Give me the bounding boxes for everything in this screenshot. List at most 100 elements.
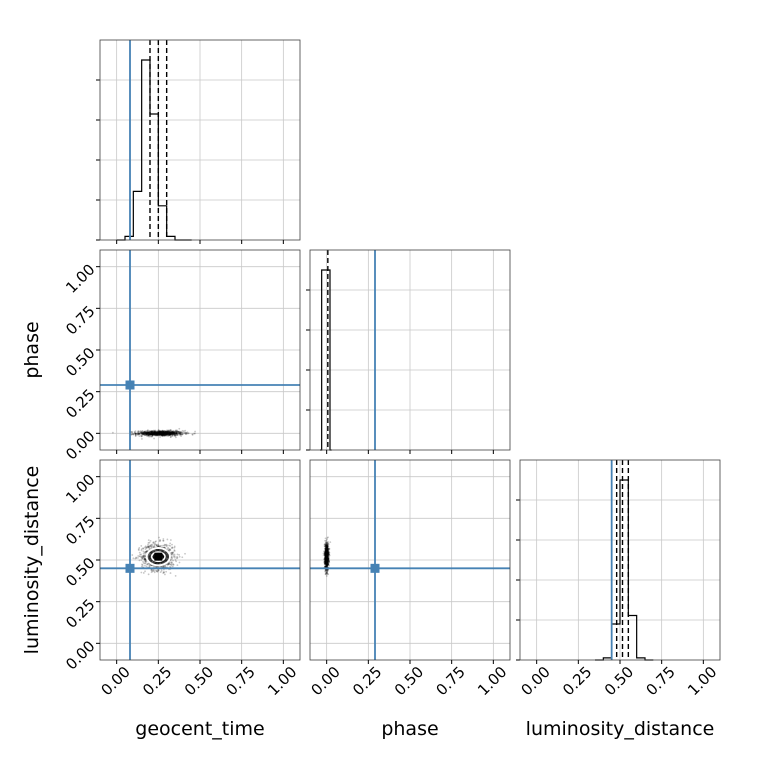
sample-point [166, 544, 168, 547]
sample-point [157, 568, 160, 571]
histogram-panel-luminosity_distance [516, 459, 721, 661]
sample-point [173, 434, 176, 437]
sample-point [172, 563, 175, 566]
sample-point [142, 433, 144, 436]
sample-point [136, 433, 139, 436]
sample-point [172, 563, 175, 566]
sample-point [144, 555, 146, 558]
sample-point [141, 557, 144, 560]
sample-point [324, 545, 327, 548]
sample-point [169, 436, 172, 439]
sample-point [169, 544, 172, 547]
sample-point [138, 432, 140, 435]
sample-point [171, 557, 173, 560]
sample-point [176, 433, 178, 436]
sample-point [131, 433, 134, 436]
sample-point [177, 433, 179, 436]
sample-point [194, 432, 196, 435]
sample-point [323, 550, 325, 553]
sample-point [325, 545, 327, 548]
sample-point [328, 548, 331, 550]
y-tick-label: 0.75 [62, 302, 98, 338]
sample-point [140, 434, 142, 437]
sample-point [170, 559, 172, 561]
sample-point [159, 539, 162, 542]
sample-point [173, 546, 176, 549]
sample-point [169, 429, 172, 432]
sample-point [325, 569, 328, 571]
sample-point [176, 430, 179, 433]
sample-point [168, 544, 170, 547]
y-tick-label: 1.00 [62, 470, 98, 506]
sample-point [141, 431, 144, 434]
sample-point [326, 545, 329, 548]
sample-point [176, 429, 178, 432]
sample-point [131, 430, 133, 433]
sample-point [147, 573, 150, 576]
sample-point [326, 544, 329, 547]
sample-point [323, 543, 326, 546]
sample-point [324, 541, 327, 544]
sample-point [326, 545, 329, 548]
sample-point [183, 432, 186, 435]
sample-point [144, 430, 147, 433]
sample-point [142, 555, 145, 558]
sample-point [167, 563, 170, 566]
sample-point [134, 432, 137, 435]
sample-point [145, 546, 148, 549]
sample-point [154, 543, 157, 545]
sample-point [140, 431, 143, 434]
sample-point [141, 433, 143, 435]
sample-point [171, 434, 174, 437]
x-tick-label: 0.00 [517, 663, 553, 699]
sample-point [136, 432, 139, 435]
sample-point [328, 564, 331, 567]
sample-point [172, 559, 174, 562]
sample-point [140, 559, 143, 561]
sample-point [169, 539, 172, 541]
sample-point [181, 433, 184, 436]
sample-point [153, 544, 156, 546]
sample-point [138, 433, 141, 436]
sample-point [155, 540, 157, 543]
sample-point [324, 543, 327, 546]
sample-point [180, 433, 183, 436]
sample-point [173, 545, 176, 548]
sample-point [156, 544, 159, 547]
sample-point [144, 560, 146, 563]
y-tick-label: 0.25 [62, 385, 98, 421]
sample-point [328, 560, 330, 563]
sample-point [138, 432, 141, 435]
sample-point [176, 564, 179, 567]
sample-point [175, 436, 177, 439]
sample-point [132, 432, 135, 435]
sample-point [324, 565, 327, 568]
sample-point [323, 562, 326, 565]
sample-point [184, 433, 187, 435]
sample-point [141, 554, 144, 557]
histogram-step-phase [320, 269, 332, 451]
sample-point [166, 563, 169, 566]
sample-point [137, 549, 140, 552]
sample-point [324, 565, 327, 568]
sample-point [170, 561, 173, 564]
sample-point [324, 566, 327, 568]
sample-point [174, 559, 177, 561]
sample-point [322, 552, 325, 555]
sample-point [142, 547, 144, 550]
sample-point [323, 563, 326, 566]
sample-point [326, 569, 329, 571]
sample-point [176, 434, 179, 436]
sample-point [325, 543, 328, 546]
x-tick-label: 0.25 [559, 663, 595, 699]
sample-point [180, 435, 182, 438]
sample-point [175, 560, 178, 563]
sample-point [175, 430, 178, 433]
sample-point [167, 429, 170, 432]
sample-point [322, 554, 325, 557]
sample-point [177, 431, 180, 434]
sample-point [140, 433, 143, 435]
sample-point [137, 432, 140, 435]
sample-point [324, 542, 327, 545]
y-tick-label: 0.50 [62, 554, 98, 590]
